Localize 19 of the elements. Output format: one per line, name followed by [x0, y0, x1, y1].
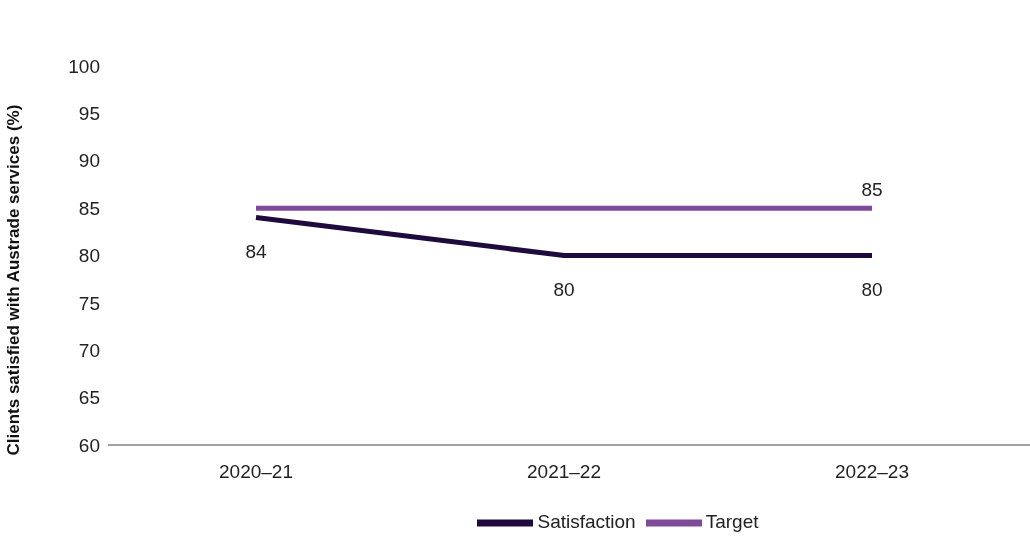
y-tick-label: 90: [78, 150, 100, 172]
data-label: 80: [861, 278, 883, 300]
data-label: 85: [861, 179, 883, 201]
y-tick-label: 75: [78, 292, 100, 314]
data-label: 84: [245, 240, 267, 262]
x-tick-label: 2022–23: [835, 461, 909, 483]
legend-label: Target: [705, 511, 759, 533]
y-tick-label: 100: [68, 55, 100, 77]
y-tick-label: 65: [78, 387, 100, 409]
x-tick-label: 2021–22: [527, 461, 601, 483]
y-tick-label: 95: [78, 103, 100, 125]
y-tick-label: 85: [78, 197, 100, 219]
legend-label: Satisfaction: [537, 511, 636, 533]
y-tick-label: 60: [78, 434, 100, 456]
x-tick-label: 2020–21: [219, 461, 293, 483]
data-label: 80: [553, 278, 575, 300]
y-tick-label: 80: [78, 245, 100, 267]
y-axis-title: Clients satisfied with Austrade services (%): [4, 104, 24, 456]
y-tick-label: 70: [78, 339, 100, 361]
